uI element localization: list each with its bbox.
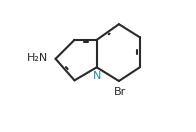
Text: H₂N: H₂N [27, 53, 48, 63]
Text: Br: Br [113, 87, 126, 97]
Text: N: N [93, 71, 102, 81]
